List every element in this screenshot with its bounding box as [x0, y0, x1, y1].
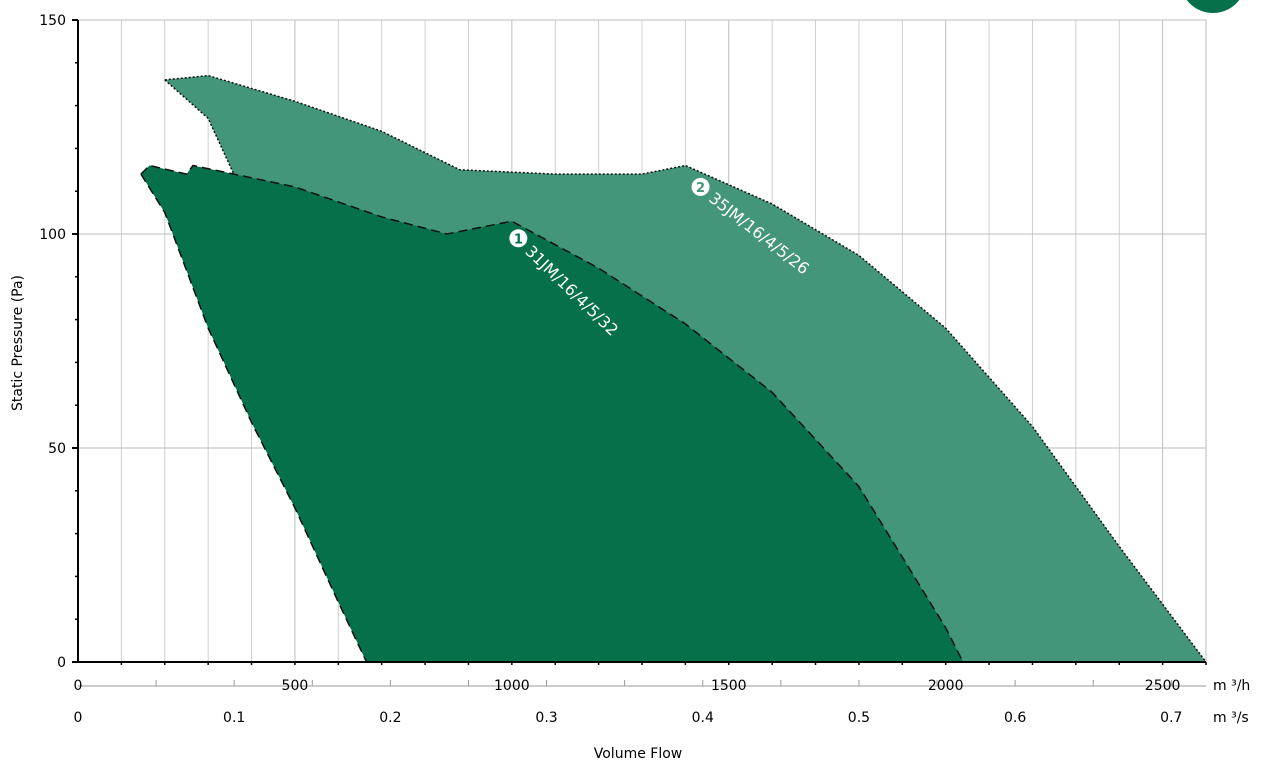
- x-tick-label-primary: 1000: [494, 678, 530, 694]
- series-marker-circle: [691, 177, 710, 196]
- y-tick-label: 150: [39, 13, 66, 29]
- curve-areas: [140, 74, 1207, 663]
- x-tick-label-primary: 0: [74, 678, 83, 694]
- x-tick-label-secondary: 0.1: [223, 710, 245, 726]
- series-marker-number: 1: [514, 232, 523, 247]
- x-tick-label-secondary: 0.6: [1004, 710, 1026, 726]
- y-tick-label: 50: [48, 441, 66, 457]
- x-tick-label-primary: 2500: [1145, 678, 1181, 694]
- series-lower-curve-1: [140, 173, 368, 663]
- x-tick-label-primary: 1500: [711, 678, 747, 694]
- brand-logo-corner: [1186, 0, 1240, 13]
- series-marker-number: 2: [696, 181, 705, 196]
- series-area-1: [140, 165, 963, 662]
- series-upper-curve-1: [140, 164, 964, 663]
- x-unit-secondary: m ³/s: [1213, 710, 1249, 726]
- x-tick-label-primary: 2000: [928, 678, 964, 694]
- x-tick-label-primary: 500: [282, 678, 309, 694]
- x-tick-label-secondary: 0.4: [692, 710, 714, 726]
- x-tick-label-secondary: 0.5: [848, 710, 870, 726]
- series-marker-circle: [509, 229, 528, 248]
- x-tick-label-secondary: 0.3: [535, 710, 557, 726]
- series-upper-curve-2: [164, 74, 1207, 663]
- y-tick-label: 100: [39, 227, 66, 243]
- x-tick-label-secondary: 0: [74, 710, 83, 726]
- x-unit-primary: m ³/h: [1213, 678, 1250, 694]
- x-tick-label-secondary: 0.7: [1160, 710, 1182, 726]
- y-tick-label: 0: [57, 655, 66, 671]
- y-axis-title: Static Pressure (Pa): [10, 275, 26, 411]
- x-tick-label-secondary: 0.2: [379, 710, 401, 726]
- x-axis-title: Volume Flow: [594, 746, 682, 762]
